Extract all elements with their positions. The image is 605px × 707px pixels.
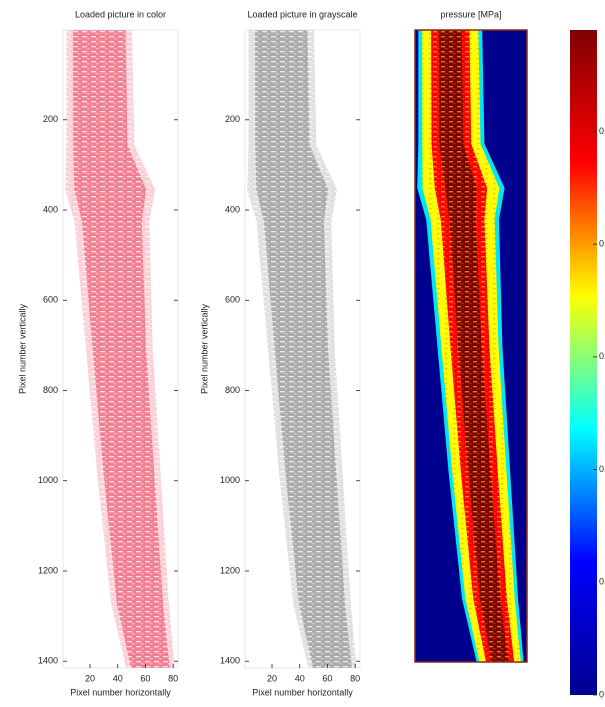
axis-title: Pixel number vertically [199, 303, 209, 394]
chart-title: Loaded picture in color [75, 9, 166, 19]
axis-title: Pixel number horizontally [70, 687, 171, 697]
y-tick-label: 1000 [220, 475, 240, 485]
image-panel: 200 400 600 800 1000 1200 1400 20 40 60 80 Pixel nu… [17, 9, 179, 697]
pressure-texture [422, 30, 521, 662]
colorbar-tick-label: 0. [599, 239, 605, 249]
y-tick-label: 800 [225, 385, 240, 395]
y-tick-label: 1400 [38, 656, 58, 666]
x-tick-label: 60 [322, 673, 332, 683]
axes-frame [62, 29, 179, 669]
x-tick-label: 80 [168, 673, 178, 683]
y-tick-label: 200 [43, 114, 58, 124]
y-tick-label: 1000 [38, 475, 58, 485]
x-tick-label: 20 [85, 673, 95, 683]
x-tick-label: 20 [267, 673, 277, 683]
axes-frame [244, 29, 361, 669]
x-tick-label: 80 [350, 673, 360, 683]
stripe-texture [65, 30, 175, 668]
y-tick-label: 1400 [220, 656, 240, 666]
y-tick-label: 400 [43, 204, 58, 214]
chart-title: Loaded picture in grayscale [247, 9, 357, 19]
x-tick-label: 40 [295, 673, 305, 683]
x-tick-label: 60 [140, 673, 150, 683]
colorbar-tick-label: 0 [599, 689, 604, 699]
colorbar [570, 30, 597, 695]
y-tick-label: 200 [225, 114, 240, 124]
axes-frame [414, 29, 528, 663]
y-tick-label: 400 [225, 204, 240, 214]
heatmap-panel: pressure [MPa] 0 0. 0. 0. 0. 0. [414, 9, 605, 699]
y-tick-label: 1200 [38, 565, 58, 575]
y-tick-label: 800 [43, 385, 58, 395]
colorbar-tick-label: 0. [599, 464, 605, 474]
x-tick-label: 40 [113, 673, 123, 683]
colorbar-tick-label: 0. [599, 577, 605, 587]
y-tick-label: 600 [43, 295, 58, 305]
image-panel: 200 400 600 800 1000 1200 1400 20 40 60 80 Pixel nu… [199, 9, 361, 697]
chart-title: pressure [MPa] [440, 9, 501, 19]
y-tick-label: 1200 [220, 565, 240, 575]
axis-title: Pixel number horizontally [252, 687, 353, 697]
colorbar-tick-label: 0. [599, 126, 605, 136]
stripe-texture [247, 30, 357, 668]
y-tick-label: 600 [225, 295, 240, 305]
axis-title: Pixel number vertically [17, 303, 27, 394]
colorbar-tick-label: 0. [599, 351, 605, 361]
